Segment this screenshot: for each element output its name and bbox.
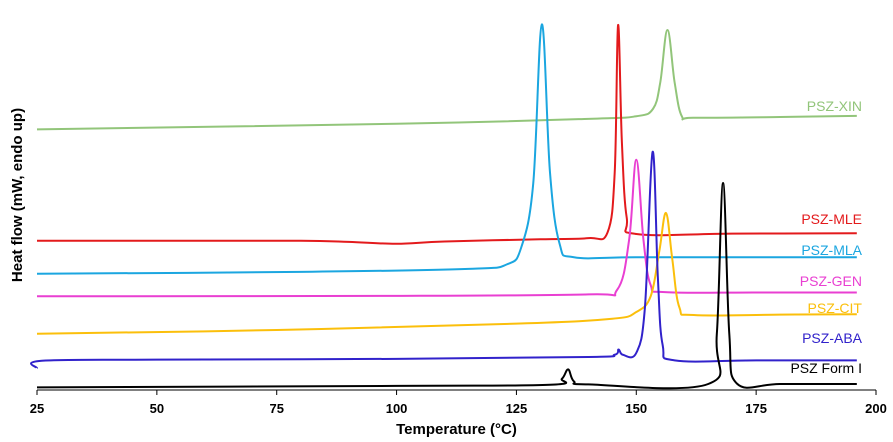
series-label-psz-gen: PSZ-GEN [800, 273, 862, 289]
series-line-psz-gen [36, 158, 857, 298]
x-tick-label-125: 125 [506, 401, 528, 416]
x-tick-label-175: 175 [745, 401, 767, 416]
x-tick-label-25: 25 [30, 401, 44, 416]
series-line-psz-cit [36, 211, 857, 335]
x-tick-label-75: 75 [269, 401, 283, 416]
series-label-psz-cit: PSZ-CIT [808, 300, 863, 316]
series-label-psz-aba: PSZ-ABA [802, 330, 863, 346]
series-label-layer: PSZ-XIN PSZ-MLE PSZ-MLA PSZ-GEN PSZ-CIT PSZ-A… [790, 98, 862, 376]
series-label-psz-xin: PSZ-XIN [807, 98, 862, 114]
series-layer [30, 23, 857, 390]
x-tick-label-100: 100 [386, 401, 408, 416]
series-line-psz-aba [30, 150, 857, 370]
y-axis-title: Heat flow (mW, endo up) [9, 108, 26, 282]
series-line-psz-form-i [36, 182, 857, 390]
x-tick-label-200: 200 [865, 401, 887, 416]
series-label-psz-form-i: PSZ Form I [790, 360, 862, 376]
x-axis: 25 50 75 100 125 150 175 200 [30, 389, 887, 416]
series-line-psz-mle [37, 24, 857, 245]
x-axis-title: Temperature (°C) [396, 421, 517, 438]
x-tick-label-150: 150 [625, 401, 647, 416]
series-label-psz-mla: PSZ-MLA [801, 242, 862, 258]
series-label-psz-mle: PSZ-MLE [801, 211, 862, 227]
x-tick-label-50: 50 [150, 401, 164, 416]
series-line-psz-mla [36, 23, 857, 275]
series-line-psz-xin [36, 29, 857, 131]
